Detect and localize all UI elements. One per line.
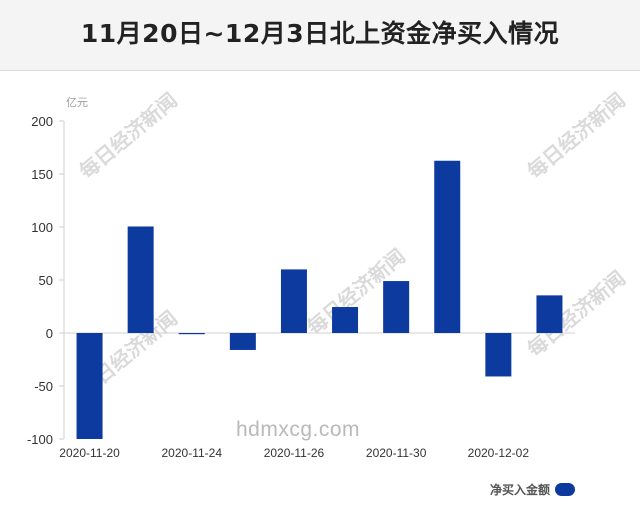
x-tick-label: 2020-11-20 bbox=[59, 446, 120, 460]
bar-2020-11-25 bbox=[229, 333, 256, 350]
bar-2020-11-30 bbox=[383, 281, 410, 333]
y-tick-label: 50 bbox=[39, 273, 53, 288]
y-tick-label: -50 bbox=[34, 379, 53, 394]
site-watermark: hdmxcg.com bbox=[236, 418, 361, 441]
x-tick-label: 2020-12-02 bbox=[468, 446, 530, 460]
bar-2020-11-27 bbox=[332, 307, 359, 333]
legend-swatch bbox=[555, 483, 576, 496]
x-tick-label: 2020-11-26 bbox=[264, 446, 325, 460]
bar-2020-11-24 bbox=[178, 333, 205, 335]
y-tick-label: -100 bbox=[27, 432, 53, 447]
legend-label: 净买入金额 bbox=[490, 483, 551, 497]
x-tick-label: 2020-11-30 bbox=[366, 446, 427, 460]
bar-2020-11-26 bbox=[280, 269, 307, 333]
y-tick-label: 0 bbox=[46, 326, 53, 341]
y-tick-label: 100 bbox=[31, 220, 53, 235]
y-axis-unit: 亿元 bbox=[66, 96, 88, 109]
bar-2020-11-20 bbox=[76, 333, 103, 439]
y-tick-label: 200 bbox=[31, 114, 53, 129]
title-bar: 11月20日~12月3日北上资金净买入情况 bbox=[0, 0, 640, 71]
x-tick-label: 2020-11-24 bbox=[162, 446, 223, 460]
legend: 净买入金额 bbox=[490, 481, 576, 498]
bar-2020-12-02 bbox=[485, 333, 512, 377]
y-tick-label: 150 bbox=[31, 167, 53, 182]
bar-2020-11-23 bbox=[127, 226, 154, 333]
bar-2020-12-03 bbox=[536, 295, 563, 333]
chart-title: 11月20日~12月3日北上资金净买入情况 bbox=[80, 19, 560, 48]
bar-2020-12-01 bbox=[434, 160, 461, 333]
